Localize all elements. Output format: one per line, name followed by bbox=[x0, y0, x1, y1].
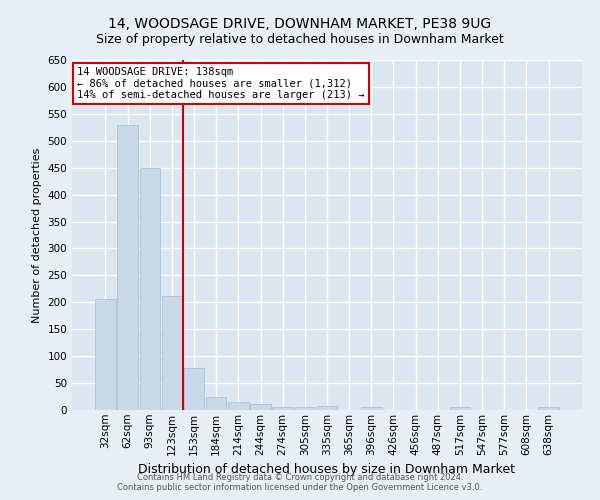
Bar bbox=[361, 407, 382, 410]
Bar bbox=[317, 406, 337, 410]
Bar bbox=[118, 124, 138, 410]
Bar bbox=[140, 168, 160, 410]
Bar bbox=[250, 404, 271, 410]
Y-axis label: Number of detached properties: Number of detached properties bbox=[32, 148, 42, 322]
Bar bbox=[295, 407, 315, 410]
Bar bbox=[450, 407, 470, 410]
Bar bbox=[161, 296, 182, 410]
Bar bbox=[272, 407, 293, 410]
Text: Size of property relative to detached houses in Downham Market: Size of property relative to detached ho… bbox=[96, 32, 504, 46]
Bar bbox=[95, 298, 116, 410]
Bar bbox=[228, 402, 248, 410]
Text: Contains HM Land Registry data © Crown copyright and database right 2024.
Contai: Contains HM Land Registry data © Crown c… bbox=[118, 473, 482, 492]
X-axis label: Distribution of detached houses by size in Downham Market: Distribution of detached houses by size … bbox=[139, 463, 515, 476]
Bar bbox=[538, 407, 559, 410]
Text: 14, WOODSAGE DRIVE, DOWNHAM MARKET, PE38 9UG: 14, WOODSAGE DRIVE, DOWNHAM MARKET, PE38… bbox=[109, 18, 491, 32]
Bar bbox=[206, 396, 226, 410]
Bar bbox=[184, 368, 204, 410]
Text: 14 WOODSAGE DRIVE: 138sqm
← 86% of detached houses are smaller (1,312)
14% of se: 14 WOODSAGE DRIVE: 138sqm ← 86% of detac… bbox=[77, 67, 365, 100]
